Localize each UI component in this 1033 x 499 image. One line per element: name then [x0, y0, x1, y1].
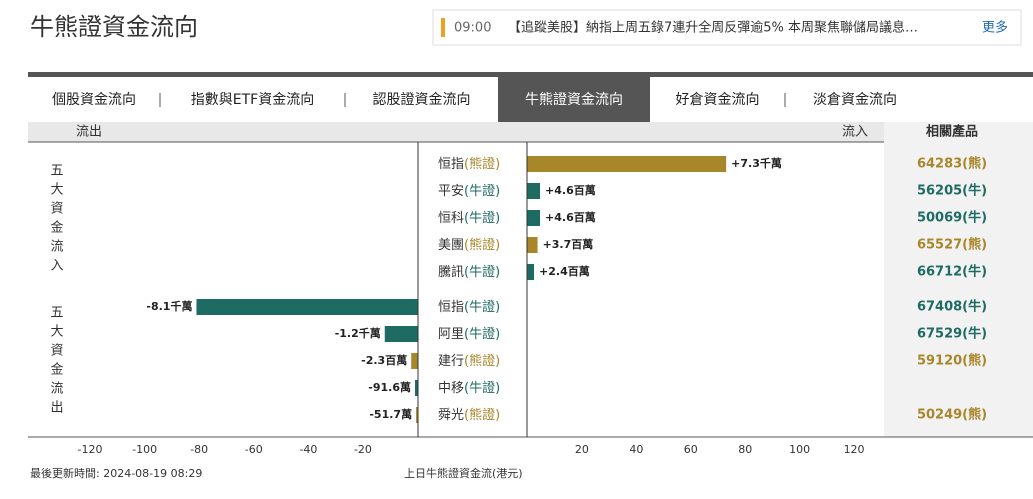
- column-header: [28, 122, 1033, 142]
- tab-active-bg: [498, 77, 650, 122]
- value-label: -91.6萬: [368, 380, 411, 394]
- product-link[interactable]: 67408(牛): [917, 299, 987, 315]
- product-link[interactable]: 66712(牛): [917, 264, 987, 280]
- tab-bar-line: [28, 72, 1033, 77]
- value-label: -1.2千萬: [335, 326, 381, 340]
- category-name: 平安: [438, 184, 464, 199]
- news-marker: [441, 18, 445, 37]
- update-time: 最後更新時間: 2024-08-19 08:29: [30, 466, 202, 480]
- bar: [527, 210, 541, 226]
- tab[interactable]: 牛熊證資金流向: [525, 91, 623, 108]
- x-axis-title: 上日牛熊證資金流(港元): [404, 466, 523, 480]
- product-column: [884, 122, 1033, 437]
- tab[interactable]: 認股證資金流向: [373, 91, 471, 108]
- category-kind: (牛證): [464, 380, 500, 396]
- bar: [527, 156, 727, 172]
- x-tick-label: -60: [245, 443, 263, 456]
- category-kind: (熊證): [464, 407, 500, 423]
- x-tick-label: -20: [354, 443, 372, 456]
- news-text[interactable]: 【追蹤美股】納指上周五錄7連升全周反彈逾5% 本周聚焦聯儲局議息…: [508, 20, 918, 36]
- group-label: 五大資金流出: [48, 305, 64, 419]
- category-name: 阿里: [438, 327, 464, 342]
- bar: [411, 353, 418, 369]
- value-label: -8.1千萬: [146, 299, 192, 313]
- news-time: 09:00: [454, 21, 491, 36]
- tab[interactable]: 個股資金流向: [52, 92, 136, 108]
- product-link[interactable]: 56205(牛): [917, 183, 987, 199]
- products-header: 相關產品: [926, 124, 978, 140]
- category-label: 恒科(牛證): [438, 210, 500, 226]
- category-kind: (熊證): [464, 353, 500, 369]
- value-label: +7.3千萬: [731, 156, 782, 170]
- category-kind: (牛證): [464, 299, 500, 315]
- category-name: 恒指: [438, 300, 464, 315]
- product-link[interactable]: 67529(牛): [917, 326, 987, 342]
- product-link[interactable]: 65527(熊): [917, 237, 987, 253]
- group-label: 五大資金流入: [48, 163, 64, 277]
- bar: [527, 183, 541, 199]
- category-label: 建行(熊證): [438, 353, 500, 369]
- category-name: 騰訊: [438, 264, 464, 280]
- product-link[interactable]: 64283(熊): [917, 156, 987, 172]
- category-kind: (熊證): [464, 156, 500, 172]
- category-label: 恒指(牛證): [438, 299, 500, 315]
- category-kind: (牛證): [464, 210, 500, 226]
- category-name: 恒科: [438, 211, 464, 226]
- category-kind: (牛證): [464, 183, 500, 199]
- x-tick-label: -120: [78, 443, 103, 456]
- value-label: +4.6百萬: [545, 210, 596, 224]
- category-label: 平安(牛證): [438, 183, 500, 199]
- news-box[interactable]: [432, 9, 1022, 46]
- category-kind: (熊證): [464, 237, 500, 253]
- value-label: +4.6百萬: [545, 183, 596, 197]
- bar: [527, 237, 538, 253]
- tab[interactable]: 淡倉資金流向: [813, 92, 897, 108]
- bar: [527, 264, 535, 280]
- category-name: 中移: [438, 381, 464, 396]
- more-link[interactable]: 更多: [982, 20, 1008, 36]
- category-name: 建行: [438, 354, 464, 369]
- category-label: 美團(熊證): [438, 237, 500, 253]
- tab[interactable]: 指數與ETF資金流向: [191, 92, 314, 108]
- bar: [416, 407, 418, 423]
- x-tick-label: 20: [575, 443, 589, 456]
- tab[interactable]: 好倉資金流向: [676, 92, 760, 108]
- x-tick-label: -80: [190, 443, 208, 456]
- category-label: 騰訊(牛證): [438, 264, 500, 280]
- x-tick-label: -40: [299, 443, 317, 456]
- x-tick-label: 100: [789, 443, 810, 456]
- category-name: 美團: [438, 238, 464, 253]
- bar: [415, 380, 418, 396]
- category-label: 阿里(牛證): [438, 326, 500, 342]
- x-tick-label: -100: [132, 443, 157, 456]
- category-label: 中移(牛證): [438, 380, 500, 396]
- value-label: -51.7萬: [369, 407, 412, 421]
- x-tick-label: 80: [738, 443, 752, 456]
- bar: [196, 299, 418, 315]
- category-kind: (牛證): [464, 326, 500, 342]
- product-link[interactable]: 50249(熊): [917, 407, 987, 423]
- value-label: -2.3百萬: [361, 353, 407, 367]
- page-title: 牛熊證資金流向: [30, 13, 198, 41]
- x-tick-label: 60: [684, 443, 698, 456]
- category-label: 舜光(熊證): [438, 407, 500, 423]
- inflow-header: 流入: [842, 125, 868, 140]
- product-link[interactable]: 59120(熊): [917, 353, 987, 369]
- category-kind: (牛證): [464, 264, 500, 280]
- bar: [384, 326, 418, 342]
- outflow-header: 流出: [76, 125, 102, 140]
- product-link[interactable]: 50069(牛): [917, 210, 987, 226]
- value-label: +3.7百萬: [543, 237, 594, 251]
- category-label: 恒指(熊證): [438, 156, 500, 172]
- x-tick-label: 40: [629, 443, 643, 456]
- x-tick-label: 120: [844, 443, 865, 456]
- category-name: 恒指: [438, 157, 464, 172]
- value-label: +2.4百萬: [539, 264, 590, 278]
- category-name: 舜光: [438, 408, 464, 423]
